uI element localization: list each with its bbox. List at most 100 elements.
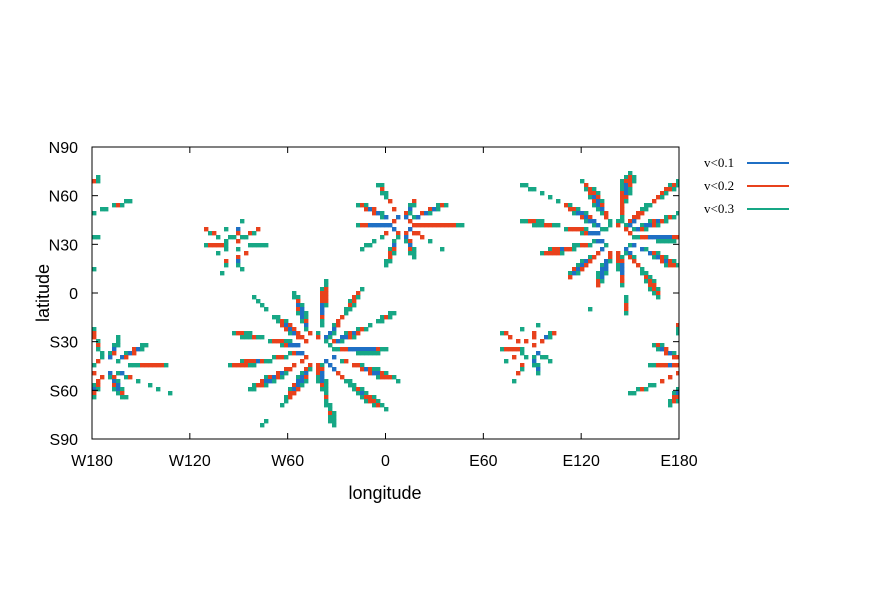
contour-cell	[264, 307, 269, 312]
contour-cell	[248, 363, 253, 368]
contour-cell	[344, 335, 349, 340]
contour-cell	[340, 315, 345, 320]
contour-cell	[384, 371, 389, 376]
contour-cell	[428, 207, 433, 212]
y-axis-ticks: N90 N60 N30 0 S30 S60 S90	[49, 140, 679, 449]
contour-cell	[340, 335, 345, 340]
contour-cell	[288, 327, 293, 332]
contour-cell	[348, 379, 353, 384]
contour-cell	[260, 423, 265, 428]
contour-cell	[320, 379, 325, 384]
contour-cell	[624, 187, 629, 192]
contour-cell	[116, 343, 121, 348]
contour-cell	[224, 247, 229, 252]
contour-cell	[156, 363, 161, 368]
contour-cell	[296, 343, 301, 348]
contour-cell	[652, 343, 657, 348]
contour-cell	[96, 235, 101, 240]
contour-cell	[140, 363, 145, 368]
contour-cell	[300, 371, 305, 376]
contour-cell	[584, 219, 589, 224]
contour-cell	[320, 299, 325, 304]
contour-cell	[620, 267, 625, 272]
contour-cell	[632, 227, 637, 232]
contour-cell	[644, 203, 649, 208]
contour-cell	[352, 295, 357, 300]
contour-cell	[356, 223, 361, 228]
contour-cell	[300, 375, 305, 380]
contour-cell	[360, 351, 365, 356]
contour-cell	[676, 235, 680, 240]
contour-cell	[572, 271, 577, 276]
contour-cell	[532, 187, 537, 192]
contour-cell	[676, 323, 680, 328]
contour-cell	[448, 223, 453, 228]
contour-cell	[528, 219, 533, 224]
contour-cell	[124, 395, 129, 400]
contour-cell	[660, 195, 665, 200]
contour-cell	[348, 303, 353, 308]
contour-cell	[440, 247, 445, 252]
contour-cell	[92, 267, 97, 272]
contour-cell	[368, 395, 373, 400]
contour-cell	[276, 315, 281, 320]
contour-cell	[412, 247, 417, 252]
contour-cell	[372, 207, 377, 212]
contour-cell	[368, 243, 373, 248]
contour-cell	[656, 343, 661, 348]
contour-cell	[360, 387, 365, 392]
contour-cell	[252, 363, 257, 368]
contour-cell	[356, 327, 361, 332]
contour-cell	[324, 279, 329, 284]
contour-cell	[384, 263, 389, 268]
contour-cell	[124, 199, 129, 204]
contour-cell	[660, 255, 665, 260]
legend-label: v<0.2	[704, 178, 734, 193]
contour-cell	[532, 335, 537, 340]
contour-cell	[320, 311, 325, 316]
contour-cell	[604, 215, 609, 220]
contour-cell	[636, 215, 641, 220]
contour-cell	[624, 303, 629, 308]
contour-cell	[632, 391, 637, 396]
contour-cell	[224, 243, 229, 248]
contour-cell	[508, 347, 513, 352]
contour-cell	[588, 259, 593, 264]
contour-cell	[520, 183, 525, 188]
contour-cell	[432, 223, 437, 228]
contour-cell	[592, 191, 597, 196]
contour-cell	[628, 219, 633, 224]
contour-cell	[664, 239, 669, 244]
contour-cell	[304, 371, 309, 376]
contour-cell	[540, 339, 545, 344]
contour-cell	[288, 351, 293, 356]
contour-cell	[396, 215, 401, 220]
contour-cell	[116, 335, 121, 340]
contour-cell	[316, 379, 321, 384]
contour-cell	[380, 235, 385, 240]
contour-cell	[652, 291, 657, 296]
contour-cell	[280, 339, 285, 344]
contour-cell	[304, 367, 309, 372]
contour-cell	[512, 347, 517, 352]
contour-cell	[580, 215, 585, 220]
contour-cell	[632, 255, 637, 260]
contour-cell	[664, 363, 669, 368]
contour-cell	[424, 223, 429, 228]
contour-cell	[516, 371, 521, 376]
contour-cell	[288, 395, 293, 400]
contour-cell	[100, 351, 105, 356]
contour-cell	[440, 223, 445, 228]
contour-cell	[300, 311, 305, 316]
contour-cell	[548, 247, 553, 252]
contour-cell	[672, 235, 677, 240]
contour-cell	[324, 339, 329, 344]
contour-cell	[676, 327, 680, 332]
contour-cell	[408, 251, 413, 256]
legend: v<0.1 v<0.2 v<0.3	[704, 155, 789, 216]
contour-cell	[296, 383, 301, 388]
contour-cell	[548, 359, 553, 364]
contour-cell	[600, 271, 605, 276]
contour-cell	[656, 195, 661, 200]
contour-cell	[292, 295, 297, 300]
